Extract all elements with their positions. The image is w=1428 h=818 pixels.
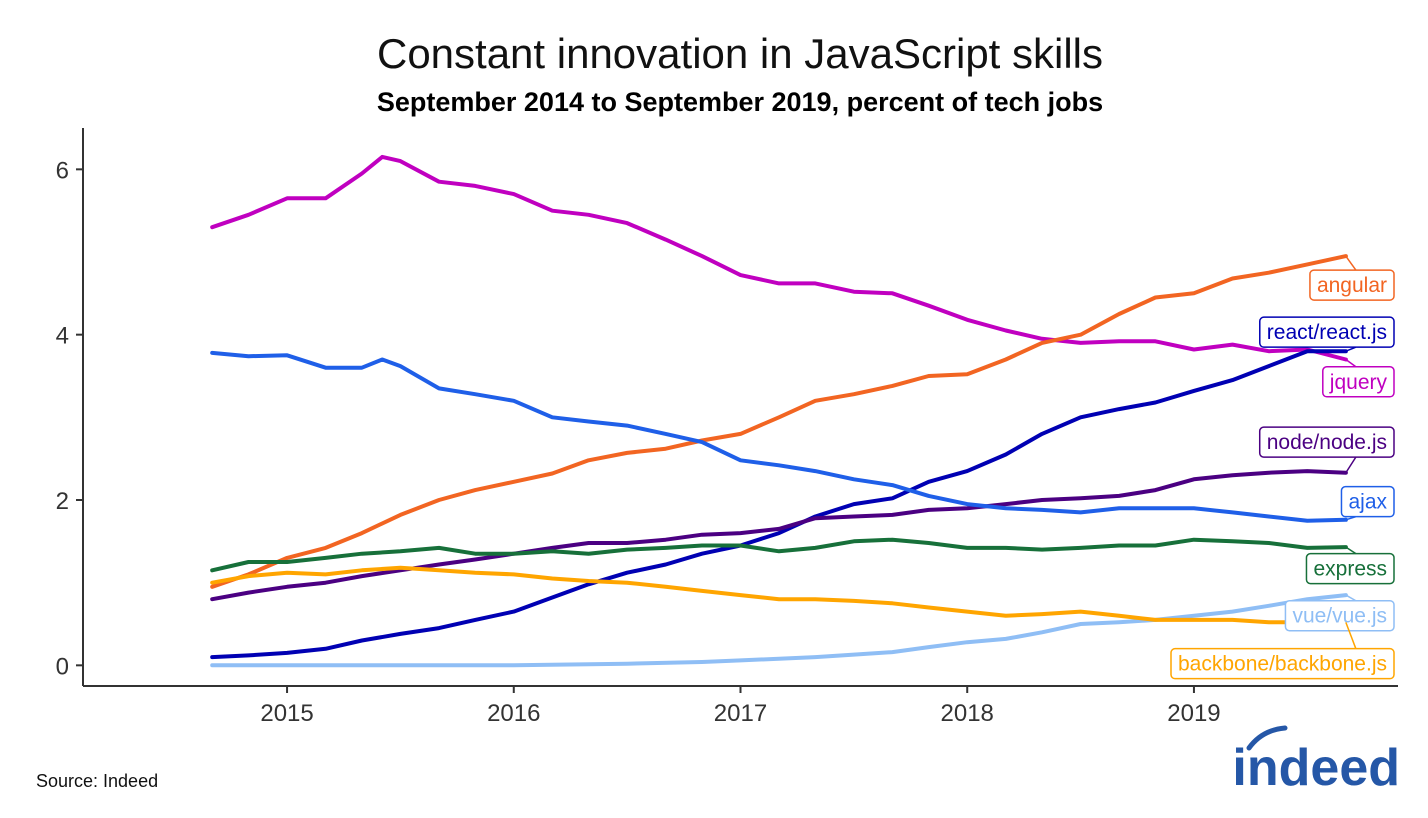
series-label-leader [1345, 622, 1357, 649]
series-label-text: ajax [1348, 491, 1387, 514]
series-label-vue-vue-js: vue/vue.js [1284, 594, 1395, 632]
series-label-box [1322, 366, 1395, 398]
x-tick-label: 2016 [487, 700, 540, 727]
y-tick-label: 2 [56, 488, 69, 515]
y-tick-label: 0 [56, 653, 69, 680]
series-label-leader [1345, 515, 1357, 521]
series-label-react-react-js: react/react.js [1259, 316, 1395, 352]
series-line-backbone-backbone-js [210, 565, 1348, 625]
series-line-angular [210, 254, 1348, 589]
x-tick-label: 2017 [714, 700, 767, 727]
logo-arc-icon [1246, 725, 1288, 751]
series-label-text: jquery [1329, 371, 1388, 394]
x-tick-label: 2018 [941, 700, 994, 727]
chart-subtitle: September 2014 to September 2019, percen… [377, 87, 1103, 117]
series-label-box [1305, 552, 1395, 585]
series-label-text: backbone/backbone.js [1178, 653, 1387, 676]
series-label-text: vue/vue.js [1292, 605, 1387, 628]
series-line-node-node-js [210, 469, 1348, 602]
series-label-text: angular [1317, 274, 1387, 297]
x-tick-label: 2015 [260, 700, 313, 727]
series-label-leader [1345, 594, 1357, 602]
source-note: Source: Indeed [36, 771, 158, 791]
y-tick-label: 6 [56, 157, 69, 184]
series-lines [210, 154, 1348, 668]
series-label-node-node-js: node/node.js [1258, 426, 1395, 474]
series-label-box [1340, 485, 1395, 518]
series-label-box [1309, 269, 1395, 301]
axes: 0 2 4 6 2015 2016 2017 2018 2019 [56, 128, 1398, 727]
series-label-text: express [1313, 558, 1387, 581]
series-label-leader [1345, 255, 1357, 271]
series-label-express: express [1305, 546, 1395, 585]
series-line-react-react-js [210, 349, 1348, 660]
indeed-logo: indeed [1232, 725, 1400, 797]
series-line-express [210, 537, 1348, 573]
y-tick-label: 4 [56, 323, 69, 350]
series-label-jquery: jquery [1322, 358, 1395, 398]
series-label-box [1170, 647, 1395, 680]
x-tick-label: 2019 [1167, 700, 1220, 727]
series-label-box [1258, 426, 1395, 458]
series-label-angular: angular [1309, 255, 1395, 301]
series-label-backbone-backbone-js: backbone/backbone.js [1170, 622, 1395, 680]
logo-text: indeed [1232, 739, 1400, 797]
series-label-box [1259, 316, 1395, 348]
series-label-text: react/react.js [1267, 321, 1387, 344]
series-label-leader [1345, 346, 1357, 352]
series-labels: jquery angular react/react.js node/node.js a… [1170, 255, 1395, 680]
series-label-leader [1345, 546, 1357, 555]
series-line-vue-vue-js [210, 593, 1348, 668]
chart-title: Constant innovation in JavaScript skills [377, 30, 1103, 77]
series-line-jquery [210, 154, 1348, 362]
series-label-ajax: ajax [1340, 485, 1395, 521]
series-label-leader [1345, 456, 1357, 474]
series-line-ajax [210, 350, 1348, 523]
series-label-leader [1345, 358, 1357, 368]
series-label-box [1284, 599, 1395, 632]
series-label-text: node/node.js [1267, 431, 1387, 454]
